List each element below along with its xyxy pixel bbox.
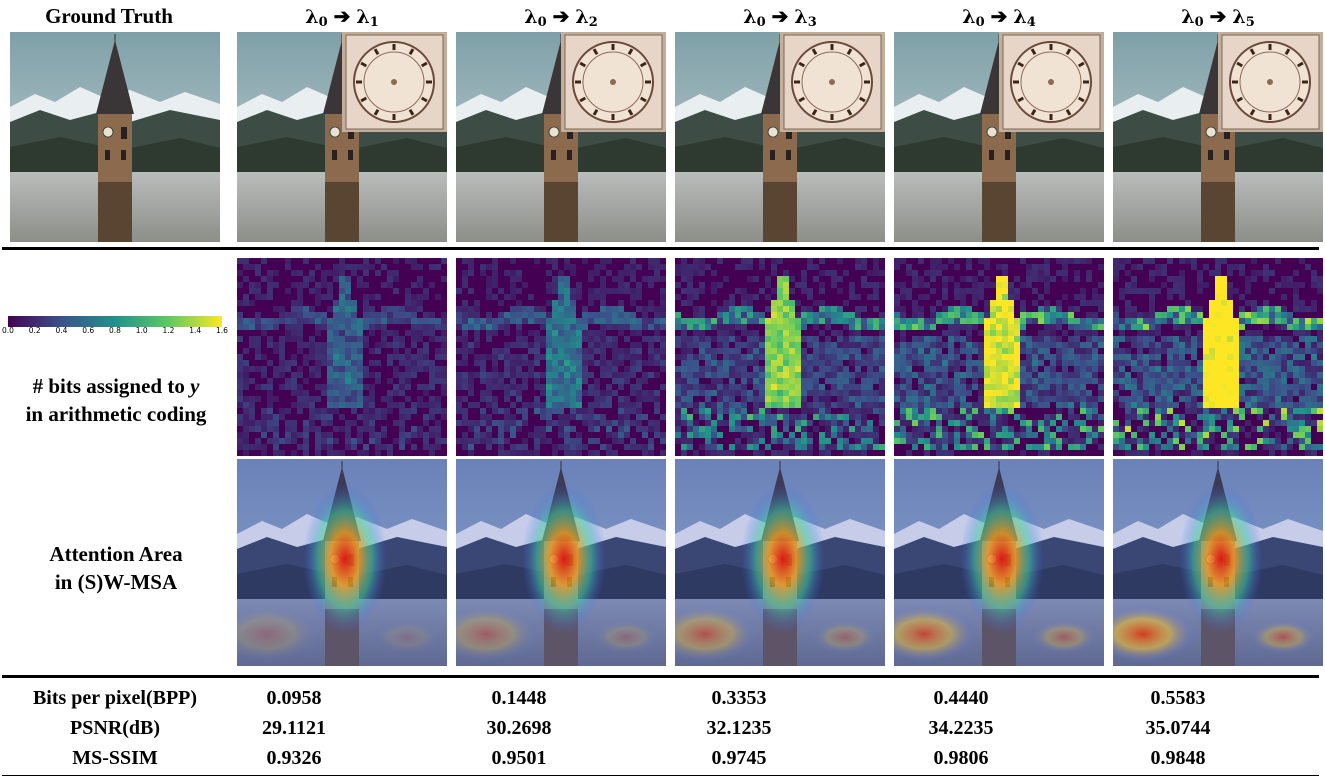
row-label-bits: # bits assigned to y in arithmetic codin… <box>0 372 232 428</box>
ground-truth-image <box>10 32 220 242</box>
divider-top <box>2 247 1319 250</box>
header-lambda-3: λ0 ➔ λ3 <box>675 2 885 30</box>
metric-value: 35.0744 <box>1145 717 1211 739</box>
arrow-icon: ➔ <box>552 6 570 28</box>
colorbar-tick-label: 0.0 <box>2 326 14 335</box>
attention-map <box>675 459 885 666</box>
colorbar-ticks: 0.0 0.2 0.4 0.6 0.8 1.0 1.2 1.4 1.6 <box>2 326 228 336</box>
colorbar-tick-label: 1.4 <box>189 326 202 335</box>
lambda-from: λ0 <box>524 6 547 30</box>
lambda-from: λ0 <box>962 6 985 30</box>
lambda-to: λ3 <box>794 6 817 30</box>
header-lambda-2: λ0 ➔ λ2 <box>456 2 666 30</box>
colorbar-tick-label: 1.2 <box>162 326 175 335</box>
attention-label-line1: Attention Area <box>49 542 183 566</box>
divider-metrics-top <box>2 675 1319 678</box>
lambda-to: λ4 <box>1013 6 1036 30</box>
metric-value: 34.2235 <box>928 717 994 739</box>
lambda-from: λ0 <box>1181 6 1204 30</box>
lambda-to: λ5 <box>1232 6 1255 30</box>
bits-heatmap <box>237 258 447 456</box>
attention-map <box>894 459 1104 666</box>
metric-value: 0.9806 <box>933 747 989 769</box>
metric-value: 0.5583 <box>1150 687 1206 709</box>
metric-label: PSNR(dB) <box>69 717 160 739</box>
colorbar-tick-label: 0.8 <box>109 326 121 335</box>
metric-value: 0.4440 <box>933 687 989 709</box>
metric-label: Bits per pixel(BPP) <box>32 687 198 709</box>
reconstruction-image <box>1113 32 1323 242</box>
lambda-to: λ2 <box>575 6 598 30</box>
metric-row: Bits per pixel(BPP) 0.0958 0.1448 0.3353 0.4… <box>0 683 1325 713</box>
metric-value: 0.1448 <box>491 687 547 709</box>
colorbar-tick-label: 0.6 <box>82 326 95 335</box>
colorbar-tick-label: 1.0 <box>135 326 148 335</box>
attention-label-line2: in (S)W-MSA <box>54 570 178 594</box>
divider-metrics-bottom <box>2 775 1319 776</box>
metric-value: 0.9501 <box>491 747 547 769</box>
metric-value: 0.9326 <box>266 747 322 769</box>
header-lambda-4: λ0 ➔ λ4 <box>894 2 1104 30</box>
metric-row: MS-SSIM 0.9326 0.9501 0.9745 0.9806 0.9848 <box>0 743 1325 773</box>
header-ground-truth: Ground Truth <box>45 4 173 28</box>
bits-heatmap <box>456 258 666 456</box>
arrow-icon: ➔ <box>990 6 1008 28</box>
bits-heatmap <box>675 258 885 456</box>
colorbar-tick-label: 1.6 <box>216 326 228 335</box>
bits-label-var: y <box>190 374 200 398</box>
metric-value: 0.0958 <box>266 687 322 709</box>
arrow-icon: ➔ <box>771 6 789 28</box>
lambda-from: λ0 <box>743 6 766 30</box>
metric-value: 30.2698 <box>486 717 552 739</box>
colorbar-tick-label: 0.4 <box>55 326 68 335</box>
attention-map <box>1113 459 1323 666</box>
attention-map <box>237 459 447 666</box>
metric-value: 0.3353 <box>711 687 767 709</box>
arrow-icon: ➔ <box>1209 6 1227 28</box>
row-label-attention: Attention Area in (S)W-MSA <box>0 540 232 596</box>
metric-value: 32.1235 <box>706 717 772 739</box>
metric-label: MS-SSIM <box>72 747 158 769</box>
bits-label-line1: # bits assigned to <box>32 374 191 398</box>
reconstruction-image <box>894 32 1104 242</box>
lambda-to: λ1 <box>356 6 379 30</box>
colorbar-tick-label: 0.2 <box>28 326 41 335</box>
arrow-icon: ➔ <box>333 6 351 28</box>
colorbar <box>8 314 222 327</box>
reconstruction-image <box>675 32 885 242</box>
reconstruction-image <box>456 32 666 242</box>
metric-value: 29.1121 <box>262 717 326 739</box>
reconstruction-image <box>237 32 447 242</box>
bits-label-line2: in arithmetic coding <box>25 402 207 426</box>
bits-heatmap <box>894 258 1104 456</box>
metric-value: 0.9745 <box>711 747 767 769</box>
header-lambda-1: λ0 ➔ λ1 <box>237 2 447 30</box>
header-lambda-5: λ0 ➔ λ5 <box>1113 2 1323 30</box>
metric-value: 0.9848 <box>1150 747 1206 769</box>
metric-row: PSNR(dB) 29.1121 30.2698 32.1235 34.2235 35.0… <box>0 713 1325 743</box>
lambda-from: λ0 <box>305 6 328 30</box>
bits-heatmap <box>1113 258 1323 456</box>
attention-map <box>456 459 666 666</box>
